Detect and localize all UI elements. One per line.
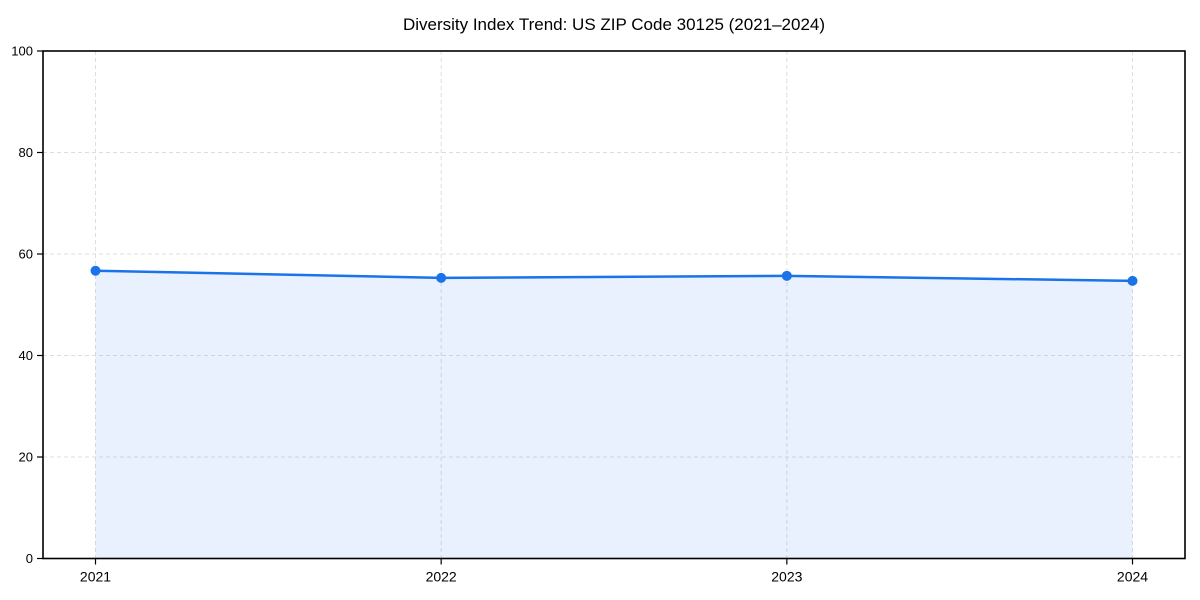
data-point — [1127, 275, 1138, 286]
x-tick-label: 2024 — [1117, 569, 1148, 585]
trend-line-layer — [94, 269, 1134, 283]
area-fill-layer — [95, 270, 1133, 559]
trend-line — [94, 269, 1134, 283]
data-point — [781, 270, 792, 281]
y-tick-label: 0 — [26, 551, 33, 566]
area-fill — [95, 270, 1133, 559]
axis-tick-labels: 2021 2022 2023 2024 0 20 40 60 80 100 — [11, 44, 1148, 585]
plot-frame — [42, 50, 1186, 560]
axes-frame — [42, 50, 1186, 560]
x-tick-label: 2021 — [80, 569, 111, 585]
x-tick-label: 2022 — [426, 569, 457, 585]
data-point-markers — [90, 265, 1138, 286]
y-tick-label: 40 — [19, 348, 33, 363]
data-point — [436, 272, 447, 283]
data-point — [90, 265, 101, 276]
y-tick-label: 80 — [19, 145, 33, 160]
y-tick-label: 20 — [19, 450, 33, 465]
y-tick-label: 100 — [11, 44, 33, 59]
grid-lines — [43, 51, 1185, 559]
chart-title: Diversity Index Trend: US ZIP Code 30125… — [403, 15, 825, 34]
x-tick-label: 2023 — [771, 569, 802, 585]
y-tick-label: 60 — [19, 247, 33, 262]
axis-ticks — [37, 50, 1134, 565]
